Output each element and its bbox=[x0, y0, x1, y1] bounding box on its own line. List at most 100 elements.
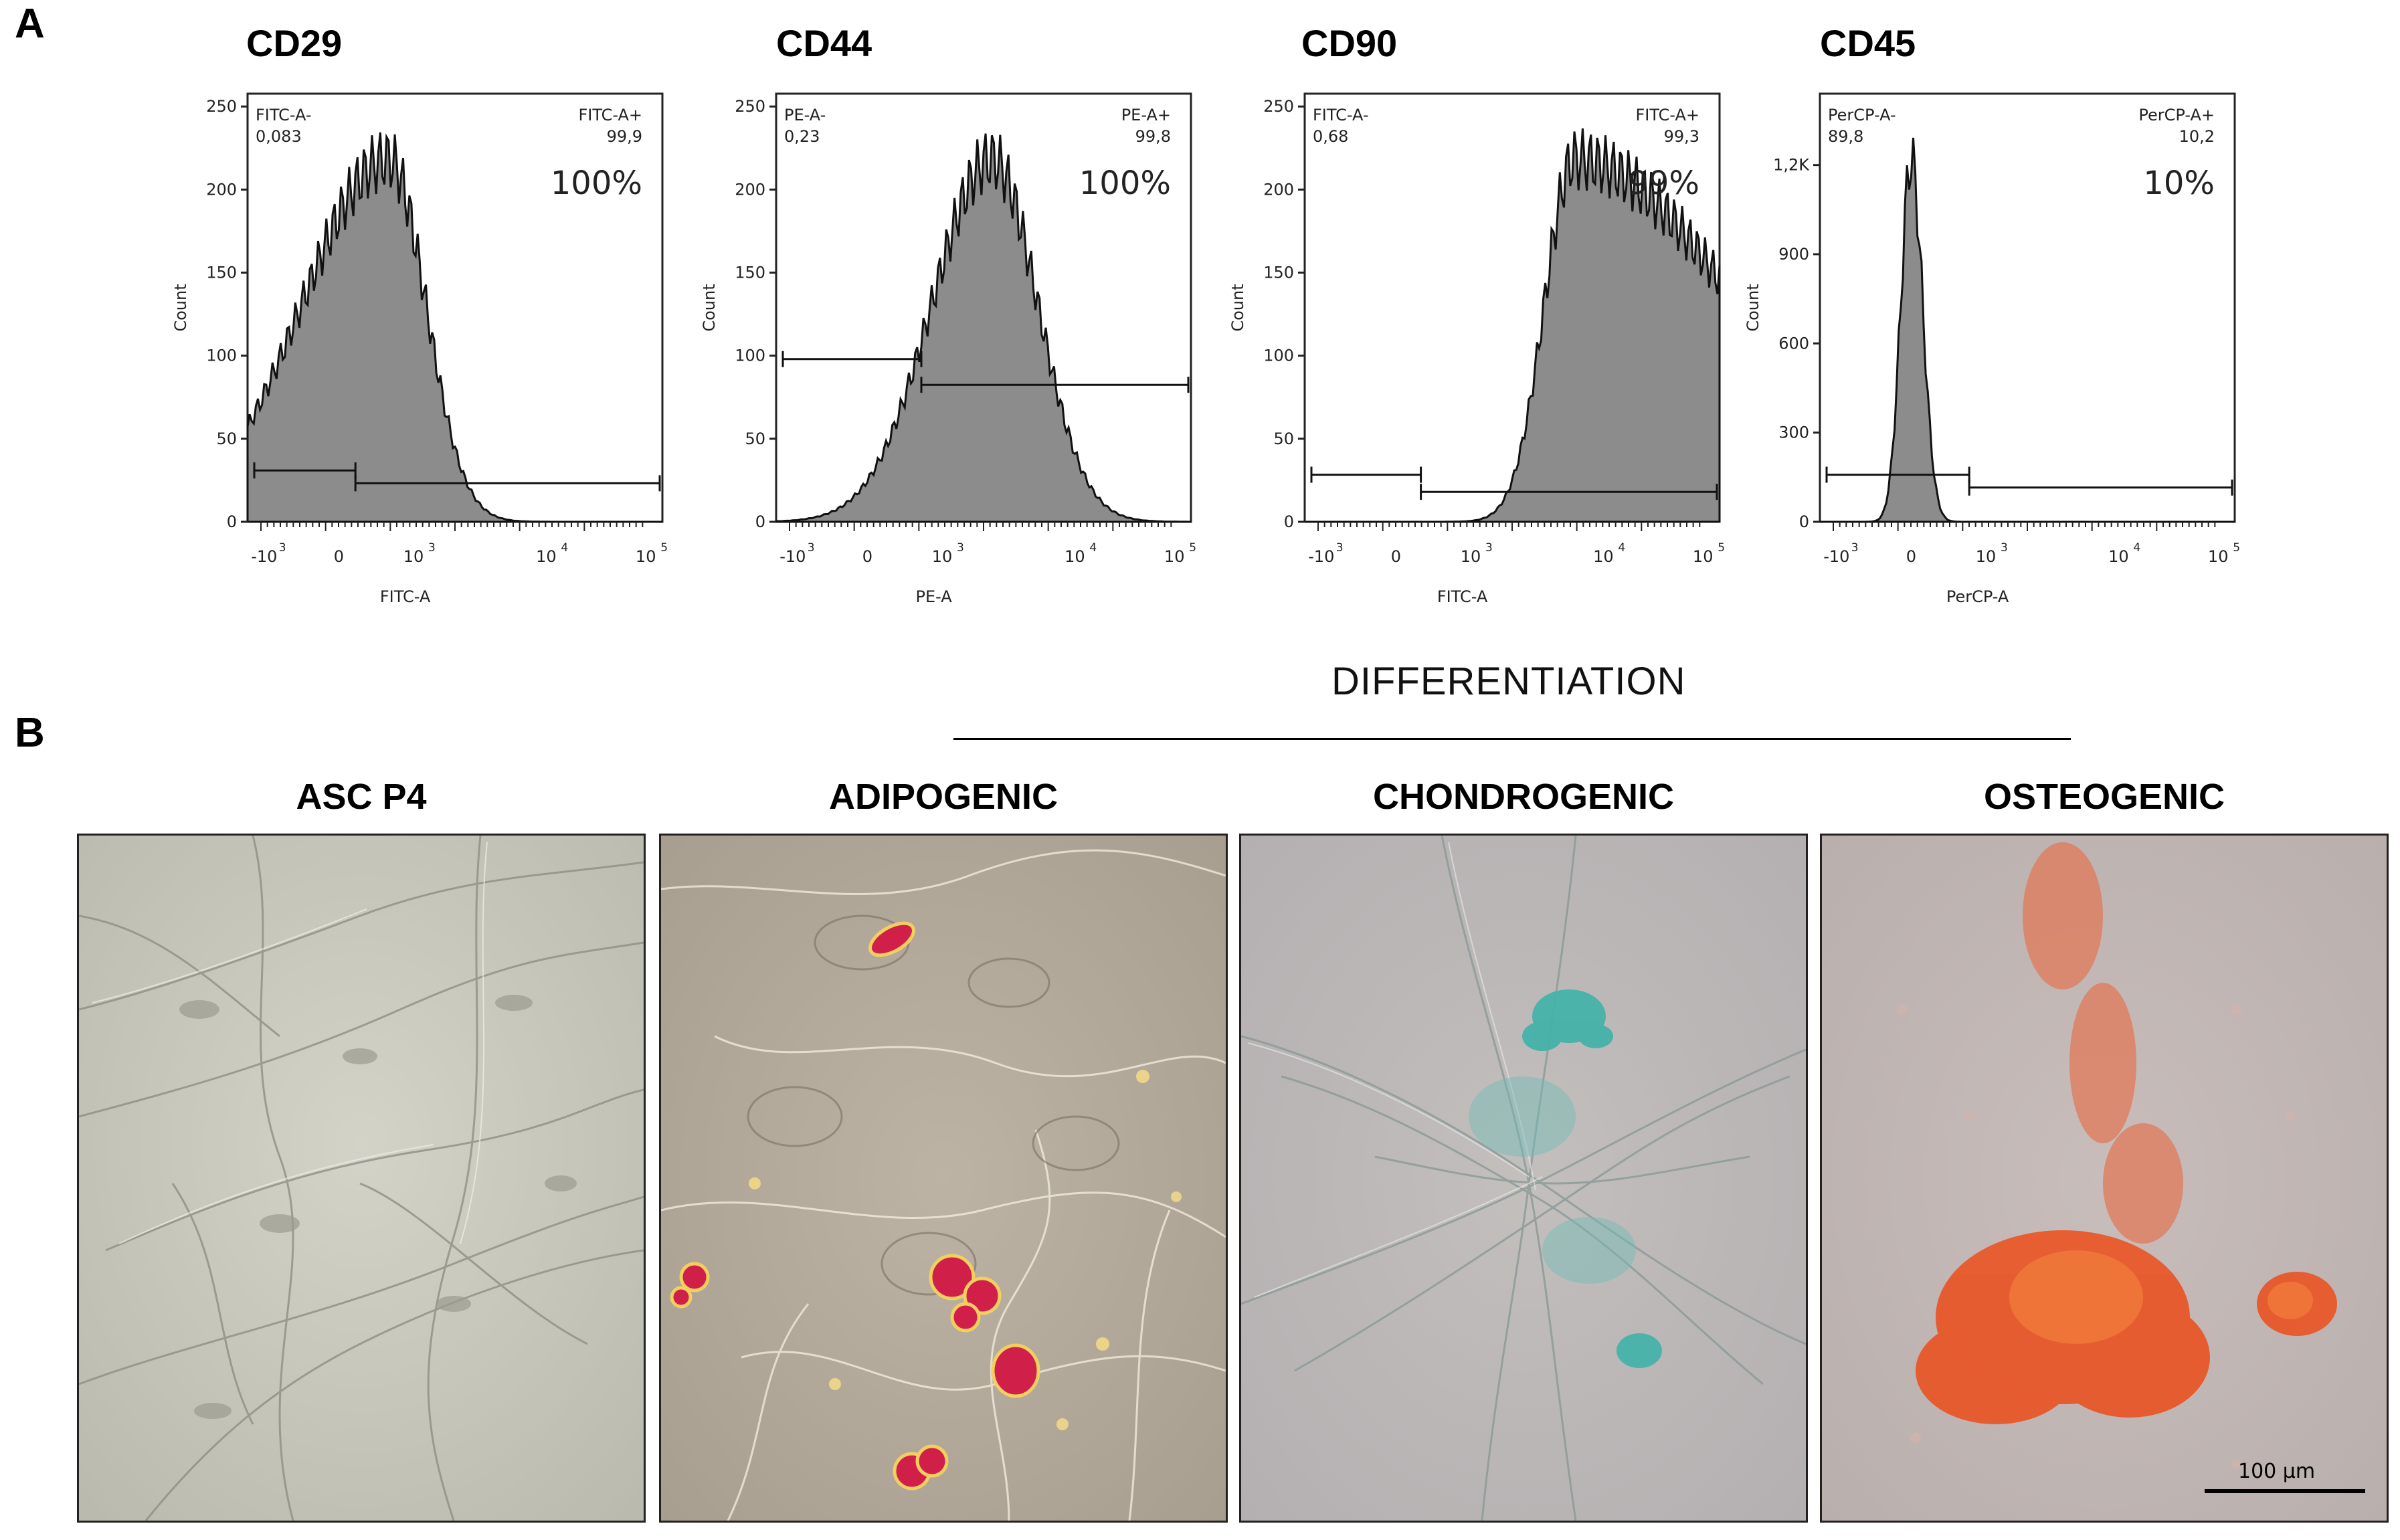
differentiation-line bbox=[953, 738, 2071, 740]
percent-positive: 10% bbox=[2143, 165, 2215, 202]
gate-negative-value: 89,8 bbox=[1828, 127, 1863, 146]
y-tick-label: 100 bbox=[1263, 347, 1294, 365]
x-tick-label: -10 bbox=[251, 547, 277, 566]
x-tick-exponent: 4 bbox=[2133, 541, 2140, 555]
x-tick-label: 10 bbox=[932, 547, 953, 566]
micrograph-osteogenic bbox=[1820, 834, 2389, 1523]
x-tick-label: -10 bbox=[1308, 547, 1334, 566]
percent-positive: 100% bbox=[551, 165, 642, 202]
gate-positive-value: 99,3 bbox=[1664, 127, 1699, 146]
y-tick-label: 200 bbox=[735, 180, 765, 199]
x-tick-label: 10 bbox=[403, 547, 424, 566]
plot-frame bbox=[1819, 92, 2236, 523]
gate-negative-label: PE-A- bbox=[784, 106, 826, 124]
x-tick-exponent: 4 bbox=[561, 541, 568, 555]
y-axis-label: Count bbox=[700, 284, 719, 331]
histogram-cd29-plot: FITC-A-0,083FITC-A+99,9100%0501001502002… bbox=[171, 92, 668, 606]
y-tick-label: 0 bbox=[1284, 512, 1294, 531]
x-axis-label: PerCP-A bbox=[1946, 587, 2009, 606]
x-tick-exponent: 3 bbox=[1336, 541, 1344, 555]
gate-negative-label: PerCP-A- bbox=[1828, 106, 1896, 124]
y-tick-label: 250 bbox=[1263, 97, 1294, 116]
title-chondrogenic: CHONDROGENIC bbox=[1372, 777, 1674, 817]
cd44-title: CD44 bbox=[776, 22, 872, 64]
x-axis-label: PE-A bbox=[916, 587, 953, 606]
gate-negative-value: 0,083 bbox=[256, 127, 302, 146]
x-tick-exponent: 3 bbox=[428, 541, 436, 555]
title-asc-p4: ASC P4 bbox=[296, 777, 427, 817]
gate-positive-label: PE-A+ bbox=[1121, 106, 1171, 124]
x-axis-label: FITC-A bbox=[380, 587, 431, 606]
x-tick-exponent: 5 bbox=[1718, 541, 1725, 555]
gate-negative-value: 0,68 bbox=[1313, 127, 1348, 146]
x-tick-label: -10 bbox=[779, 547, 806, 566]
y-tick-label: 0 bbox=[755, 512, 765, 531]
x-tick-label: 10 bbox=[1065, 547, 1085, 566]
panel-b-label: B bbox=[15, 710, 45, 756]
title-adipogenic: ADIPOGENIC bbox=[828, 777, 1058, 817]
y-tick-label: 150 bbox=[1263, 264, 1294, 282]
histogram-curve bbox=[775, 133, 1191, 523]
x-tick-label: 10 bbox=[1693, 547, 1714, 566]
y-tick-label: 50 bbox=[745, 429, 765, 448]
x-tick-label: 10 bbox=[1976, 547, 1997, 566]
y-tick-label: 50 bbox=[216, 429, 237, 448]
histogram-cd29: FITC-A- 0,083 FITC-A+ 99,9 100% 0 50 100 150 200 2… bbox=[167, 87, 676, 612]
panel-a-label: A bbox=[15, 1, 45, 47]
histogram-cd44-plot: PE-A-0,23PE-A+99,8100%050100150200250Cou… bbox=[700, 92, 1196, 606]
cd29-title: CD29 bbox=[246, 22, 343, 64]
gate-negative-value: 0,23 bbox=[784, 127, 820, 146]
x-tick-label: 0 bbox=[1391, 547, 1401, 566]
y-tick-label: 600 bbox=[1778, 334, 1809, 353]
cd90-title: CD90 bbox=[1301, 22, 1398, 64]
gate-positive-label: PerCP-A+ bbox=[2138, 106, 2215, 124]
y-axis-label: Count bbox=[171, 284, 190, 331]
x-tick-label: 0 bbox=[862, 547, 872, 566]
x-tick-label: 10 bbox=[1461, 547, 1481, 566]
x-tick-label: 0 bbox=[1906, 547, 1916, 566]
x-tick-exponent: 3 bbox=[279, 541, 286, 555]
y-tick-label: 300 bbox=[1778, 423, 1809, 442]
x-tick-label: 10 bbox=[2108, 547, 2129, 566]
micrograph-adipogenic bbox=[659, 834, 1228, 1523]
histogram-cd90-plot: FITC-A-0,68FITC-A+99,399%050100150200250… bbox=[1228, 92, 1725, 606]
gate-positive-value: 10,2 bbox=[2179, 127, 2215, 146]
x-tick-exponent: 4 bbox=[1089, 541, 1097, 555]
x-tick-exponent: 3 bbox=[957, 541, 964, 555]
micrograph-asc-p4 bbox=[77, 834, 646, 1523]
x-axis-label: FITC-A bbox=[1437, 587, 1488, 606]
histogram-cd44: PE-A- 0,23 PE-A+ 99,8 100% 0 50 100 150 200 250 Cou… bbox=[696, 87, 1204, 612]
x-tick-exponent: 5 bbox=[1189, 541, 1196, 555]
y-tick-label: 200 bbox=[1263, 180, 1294, 199]
y-tick-label: 100 bbox=[206, 347, 237, 365]
differentiation-title: DIFFERENTIATION bbox=[1331, 660, 1686, 703]
histogram-cd45-plot: PerCP-A- 89,8 PerCP-A+ 10,2 10% 0 300 600 900 1,2… bbox=[1744, 92, 2240, 606]
gate-positive-value: 99,9 bbox=[607, 127, 642, 146]
y-tick-label: 250 bbox=[206, 97, 237, 116]
x-tick-label: 10 bbox=[536, 547, 557, 566]
x-tick-exponent: 5 bbox=[2233, 541, 2240, 555]
y-tick-label: 1,2K bbox=[1773, 156, 1810, 175]
gate-negative-label: FITC-A- bbox=[1313, 106, 1369, 124]
y-tick-label: 250 bbox=[735, 97, 765, 116]
x-tick-exponent: 3 bbox=[2001, 541, 2008, 555]
y-tick-label: 900 bbox=[1778, 245, 1809, 264]
gate-positive-label: FITC-A+ bbox=[578, 106, 642, 124]
gate-positive-value: 99,8 bbox=[1135, 127, 1171, 146]
histogram-cd45: PerCP-A- 89,8 PerCP-A+ 10,2 10% 0 300 600 900 1,2… bbox=[1740, 87, 2248, 612]
y-axis-label: Count bbox=[1744, 284, 1762, 331]
x-tick-label: -10 bbox=[1823, 547, 1849, 566]
scale-bar-label: 100 µm bbox=[2238, 1460, 2316, 1483]
y-tick-label: 0 bbox=[1799, 512, 1809, 531]
x-tick-label: 0 bbox=[334, 547, 344, 566]
x-tick-exponent: 3 bbox=[1851, 541, 1859, 555]
x-tick-exponent: 3 bbox=[808, 541, 815, 555]
y-tick-label: 150 bbox=[206, 264, 237, 282]
title-osteogenic: OSTEOGENIC bbox=[1983, 777, 2225, 817]
histogram-cd90: FITC-A- 0,68 FITC-A+ 99,3 99% 0 50 100 150 200 250… bbox=[1224, 87, 1733, 612]
y-tick-label: 150 bbox=[735, 264, 765, 282]
x-tick-label: 10 bbox=[2208, 547, 2229, 566]
x-tick-exponent: 5 bbox=[660, 541, 668, 555]
y-tick-label: 0 bbox=[227, 512, 237, 531]
percent-positive: 99% bbox=[1628, 165, 1699, 202]
